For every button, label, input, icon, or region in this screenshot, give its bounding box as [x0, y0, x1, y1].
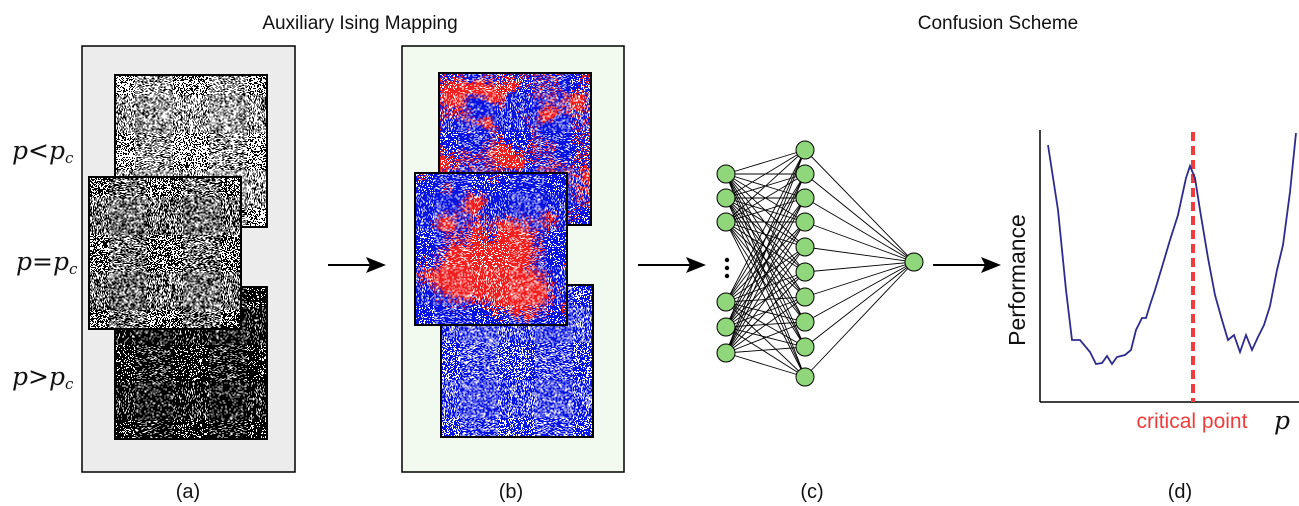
input-node [716, 164, 736, 184]
arrow-a-to-b [328, 257, 386, 273]
network-connections [725, 149, 915, 378]
title-auxiliary-ising-mapping: Auxiliary Ising Mapping [262, 13, 457, 34]
panel-label-b: (b) [499, 481, 523, 503]
title-confusion-scheme: Confusion Scheme [918, 13, 1079, 34]
arrow-c-to-d [933, 257, 1001, 273]
y-axis-label: Performance [1004, 214, 1030, 346]
row-label-above-critical: p>pc [12, 362, 74, 393]
hidden-node [795, 188, 815, 208]
input-node [716, 343, 736, 363]
ising-config-at-critical [414, 172, 568, 326]
panel-label-a: (a) [176, 481, 200, 503]
panel-label-c: (c) [800, 481, 823, 503]
row-label-below-critical: p<pc [12, 136, 74, 167]
hidden-node [795, 164, 815, 184]
hidden-node [795, 367, 815, 387]
input-node [716, 188, 736, 208]
input-node [716, 212, 736, 232]
config-at-critical [88, 176, 242, 330]
ellipsis-dots [724, 257, 730, 279]
hidden-node [795, 287, 815, 307]
critical-point-label: critical point [1137, 410, 1248, 433]
input-node [716, 317, 736, 337]
row-label-at-critical: p=pc [16, 247, 78, 278]
hidden-node [795, 140, 815, 160]
performance-curve [1047, 132, 1297, 366]
input-node [716, 292, 736, 312]
panel-label-d: (d) [1168, 481, 1192, 503]
hidden-node [795, 212, 815, 232]
hidden-node [795, 312, 815, 332]
hidden-node [795, 262, 815, 282]
neural-network [716, 140, 924, 387]
hidden-node [795, 237, 815, 257]
output-node [904, 252, 924, 272]
x-axis-label: p [1274, 406, 1290, 435]
arrow-b-to-c [638, 257, 706, 273]
hidden-node [795, 337, 815, 357]
performance-plot: Performance critical point p [1004, 130, 1299, 435]
